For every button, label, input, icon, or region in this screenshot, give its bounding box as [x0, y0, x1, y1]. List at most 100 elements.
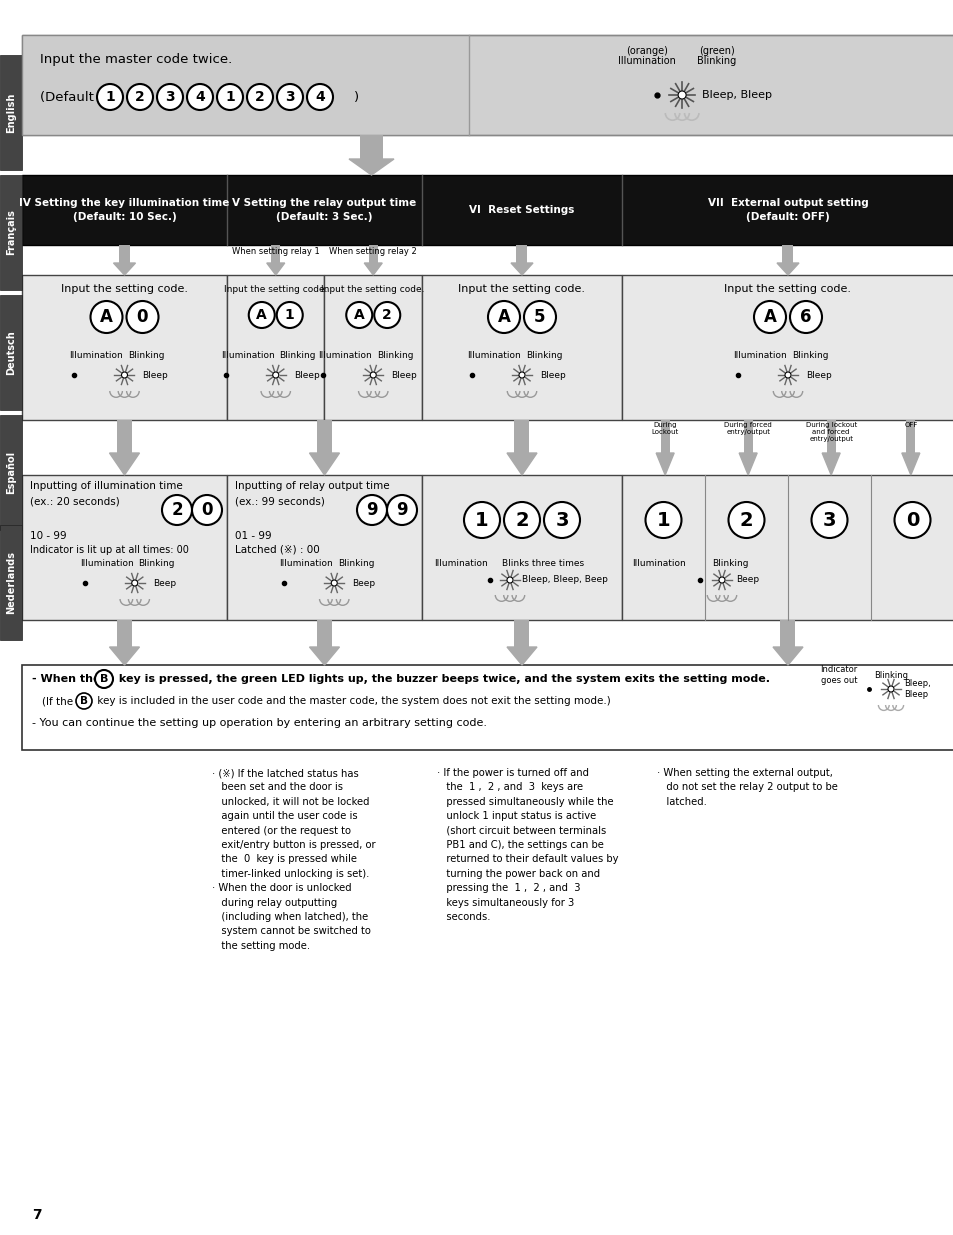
Text: Illumination: Illumination	[279, 558, 333, 568]
Text: 5: 5	[534, 308, 545, 326]
Text: A: A	[256, 308, 267, 322]
Circle shape	[276, 303, 302, 329]
Bar	[22, 664, 953, 750]
Text: Illumination: Illumination	[732, 351, 786, 359]
Polygon shape	[772, 647, 802, 664]
Circle shape	[247, 84, 273, 110]
Text: 2: 2	[515, 510, 528, 530]
Circle shape	[503, 501, 539, 538]
Text: (Default :: (Default :	[40, 90, 102, 104]
Text: Français: Français	[6, 210, 16, 256]
Circle shape	[523, 301, 556, 333]
Text: ): )	[354, 90, 358, 104]
Bar	[324, 275, 421, 420]
Bar	[227, 475, 421, 620]
Text: Bleep: Bleep	[391, 370, 416, 379]
Bar	[360, 135, 382, 159]
Text: Bleep: Bleep	[142, 370, 168, 379]
Text: 2: 2	[171, 501, 183, 519]
Text: 9: 9	[366, 501, 377, 519]
Text: Inputting of illumination time: Inputting of illumination time	[30, 480, 183, 492]
Text: 2: 2	[382, 308, 392, 322]
Text: 1: 1	[225, 90, 234, 104]
Circle shape	[789, 301, 821, 333]
Bar	[22, 475, 227, 620]
Polygon shape	[511, 263, 533, 275]
Polygon shape	[506, 647, 537, 664]
Polygon shape	[110, 453, 139, 475]
Text: During forced
entry/output: During forced entry/output	[723, 422, 771, 435]
Text: (green): (green)	[699, 46, 734, 56]
Bar	[514, 620, 529, 647]
Text: Illumination: Illumination	[70, 351, 123, 359]
Text: 1: 1	[285, 308, 294, 322]
Text: Illumination: Illumination	[434, 558, 487, 568]
Text: Input the setting code.: Input the setting code.	[321, 284, 424, 294]
Text: A: A	[100, 308, 112, 326]
Text: When setting relay 1: When setting relay 1	[232, 247, 319, 256]
Circle shape	[162, 495, 192, 525]
Text: A: A	[762, 308, 776, 326]
Text: Indicator
goes out: Indicator goes out	[820, 666, 857, 684]
Text: B: B	[100, 674, 108, 684]
Bar	[421, 475, 621, 620]
Circle shape	[127, 301, 158, 333]
Text: A: A	[354, 308, 364, 322]
Polygon shape	[309, 453, 339, 475]
Text: English: English	[6, 93, 16, 132]
Polygon shape	[113, 263, 135, 275]
Circle shape	[121, 372, 128, 378]
Circle shape	[276, 84, 303, 110]
Text: key is included in the user code and the master code, the system does not exit t: key is included in the user code and the…	[94, 697, 610, 706]
Text: 3: 3	[821, 510, 836, 530]
Bar	[514, 420, 529, 453]
Bar	[621, 275, 953, 420]
Polygon shape	[110, 647, 139, 664]
Polygon shape	[776, 263, 799, 275]
Text: Input the setting code.: Input the setting code.	[61, 284, 188, 294]
Bar	[826, 420, 835, 453]
Polygon shape	[901, 453, 919, 475]
Text: Bleep, Bleep: Bleep, Bleep	[701, 90, 771, 100]
Circle shape	[97, 84, 123, 110]
Bar	[22, 175, 953, 245]
Circle shape	[346, 303, 372, 329]
Bar	[22, 35, 953, 135]
Circle shape	[678, 91, 685, 99]
Circle shape	[192, 495, 222, 525]
Text: Blinking: Blinking	[873, 671, 907, 679]
Bar	[905, 420, 914, 453]
Text: · If the power is turned off and
   the  1 ,  2 , and  3  keys are
   pressed si: · If the power is turned off and the 1 ,…	[436, 768, 618, 923]
Text: Blinks three times: Blinks three times	[501, 558, 583, 568]
Text: Deutsch: Deutsch	[6, 330, 16, 375]
Text: V Setting the relay output time
(Default: 3 Sec.): V Setting the relay output time (Default…	[233, 198, 416, 222]
Bar	[22, 35, 469, 135]
Text: Blinking: Blinking	[138, 558, 174, 568]
Text: 3: 3	[285, 90, 294, 104]
Text: 1: 1	[105, 90, 114, 104]
Polygon shape	[656, 453, 674, 475]
Bar	[22, 275, 227, 420]
Polygon shape	[267, 263, 284, 275]
Text: key is pressed, the green LED lights up, the buzzer beeps twice, and the system : key is pressed, the green LED lights up,…	[115, 674, 769, 684]
Circle shape	[719, 577, 724, 583]
Polygon shape	[821, 453, 840, 475]
Text: Blinking: Blinking	[697, 56, 736, 65]
Circle shape	[387, 495, 416, 525]
Text: During lockout
and forced
entry/output: During lockout and forced entry/output	[804, 422, 856, 442]
Text: Input the setting code.: Input the setting code.	[458, 284, 585, 294]
Circle shape	[894, 501, 929, 538]
Text: Español: Español	[6, 451, 16, 494]
Text: Illumination: Illumination	[467, 351, 520, 359]
Circle shape	[157, 84, 183, 110]
Bar	[227, 275, 324, 420]
Text: Indicator is lit up at all times: 00: Indicator is lit up at all times: 00	[30, 545, 189, 555]
Text: 10 - 99: 10 - 99	[30, 531, 67, 541]
Text: 01 - 99: 01 - 99	[234, 531, 272, 541]
Text: VII  External output setting
(Default: OFF): VII External output setting (Default: OF…	[707, 198, 867, 222]
Text: When setting relay 2: When setting relay 2	[329, 247, 416, 256]
Text: 3: 3	[165, 90, 174, 104]
Text: Beep: Beep	[352, 578, 375, 588]
Text: Bleep: Bleep	[539, 370, 565, 379]
Text: Illumination: Illumination	[221, 351, 274, 359]
